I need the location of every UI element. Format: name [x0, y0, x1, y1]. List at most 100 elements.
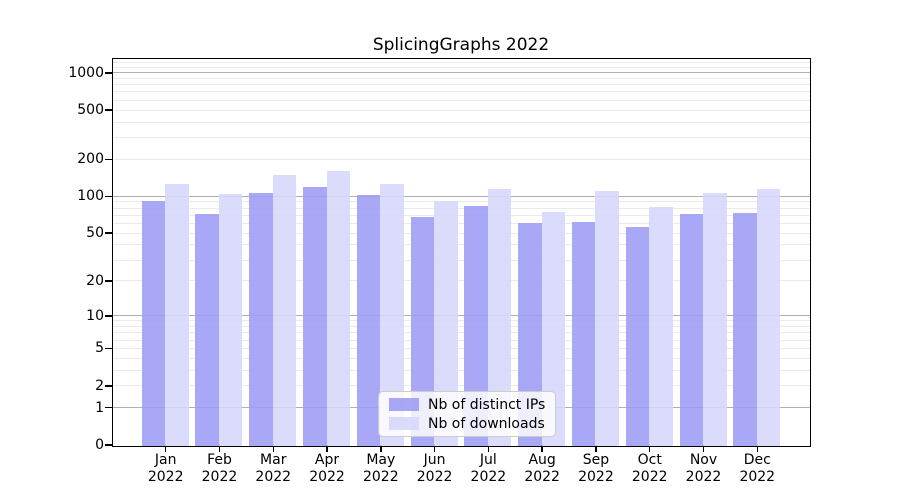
legend-label: Nb of distinct IPs: [428, 396, 546, 413]
bar-nb-of-distinct-ips-nov: [679, 214, 703, 446]
x-tick-month: Feb: [207, 452, 232, 468]
minor-gridline: [112, 121, 810, 123]
x-tick-label: May 2022: [346, 452, 416, 486]
x-tick-month: May: [366, 452, 396, 468]
legend-item-nb-of-distinct-ips: Nb of distinct IPs: [389, 396, 545, 413]
x-tick-label: Dec 2022: [722, 452, 792, 486]
x-tick-year: 2022: [578, 469, 614, 485]
minor-gridline: [112, 62, 810, 64]
y-tick-label: 20: [86, 272, 104, 289]
bar-nb-of-distinct-ips-feb: [195, 214, 219, 446]
bar-nb-of-distinct-ips-oct: [625, 226, 650, 446]
legend-swatch-nb-of-distinct-ips: [389, 398, 419, 411]
minor-gridline: [112, 280, 810, 282]
y-tick-label: 1: [95, 399, 104, 416]
bar-nb-of-distinct-ips-jan: [141, 201, 166, 446]
minor-gridline: [112, 207, 810, 209]
minor-gridline: [112, 326, 810, 328]
minor-gridline: [112, 109, 810, 111]
x-tick-month: Sep: [582, 452, 610, 468]
x-tick-year: 2022: [470, 469, 507, 485]
legend-item-nb-of-downloads: Nb of downloads: [389, 415, 545, 432]
x-tick-year: 2022: [362, 469, 399, 485]
bar-nb-of-downloads-jun: [434, 200, 458, 446]
x-tick-label: Jul 2022: [453, 452, 523, 486]
bar-nb-of-downloads-oct: [649, 207, 673, 446]
y-tick-label: 200: [77, 151, 104, 168]
minor-gridline: [112, 137, 810, 139]
bar-nb-of-distinct-ips-mar: [249, 193, 273, 446]
x-tick-label: Mar 2022: [238, 452, 308, 486]
x-tick: [272, 445, 274, 452]
x-tick-month: Apr: [314, 452, 340, 468]
bar-nb-of-downloads-feb: [218, 193, 243, 446]
bar-nb-of-downloads-mar: [272, 174, 297, 446]
major-gridline: [112, 315, 810, 317]
y-tick: [104, 347, 113, 350]
y-tick-label: 5: [95, 340, 104, 357]
major-gridline: [112, 72, 810, 74]
x-tick: [380, 445, 382, 452]
bar-nb-of-distinct-ips-dec: [733, 212, 757, 446]
x-tick-year: 2022: [739, 469, 776, 485]
x-tick-month: Jun: [423, 452, 446, 468]
minor-gridline: [112, 77, 810, 79]
y-tick-label: 0: [95, 437, 104, 453]
minor-gridline: [112, 357, 810, 359]
bar-nb-of-downloads-aug: [541, 212, 566, 446]
x-tick-year: 2022: [255, 469, 292, 485]
x-tick-label: Jan 2022: [131, 452, 201, 486]
x-tick-label: Jun 2022: [400, 452, 470, 486]
minor-gridline: [112, 99, 810, 101]
minor-gridline: [112, 67, 810, 69]
x-tick-label: Apr 2022: [292, 452, 362, 486]
bar-nb-of-downloads-apr: [326, 170, 351, 446]
x-tick-month: Aug: [528, 452, 556, 468]
y-tick-label: 2: [95, 377, 104, 394]
x-tick-month: Dec: [743, 452, 771, 468]
y-tick: [104, 385, 113, 387]
y-tick: [104, 232, 113, 234]
x-tick-month: Nov: [689, 452, 718, 468]
x-tick: [756, 445, 759, 452]
bar-nb-of-downloads-dec: [756, 189, 781, 446]
x-tick-label: Aug 2022: [507, 452, 577, 486]
minor-gridline: [112, 244, 810, 246]
x-tick-year: 2022: [147, 469, 184, 485]
x-tick-month: Oct: [637, 452, 662, 468]
x-tick: [218, 445, 221, 452]
y-tick: [104, 280, 113, 282]
bar-nb-of-distinct-ips-may: [356, 195, 381, 446]
minor-gridline: [112, 347, 810, 349]
major-gridline: [112, 195, 810, 197]
x-tick: [541, 445, 543, 452]
bar-nb-of-downloads-may: [380, 184, 404, 446]
x-tick-year: 2022: [201, 469, 238, 485]
y-tick: [104, 406, 113, 409]
x-tick: [326, 445, 328, 452]
minor-gridline: [112, 259, 810, 261]
x-tick-month: Jul: [479, 452, 497, 468]
y-tick-label: 500: [77, 102, 104, 119]
x-tick-year: 2022: [416, 469, 453, 485]
minor-gridline: [112, 339, 810, 341]
bar-nb-of-downloads-jan: [165, 183, 189, 446]
x-tick: [702, 445, 705, 452]
y-tick: [104, 195, 113, 198]
x-tick-year: 2022: [631, 469, 668, 485]
y-tick: [104, 158, 113, 161]
legend: Nb of distinct IPs Nb of downloads: [378, 391, 557, 437]
minor-gridline: [112, 214, 810, 216]
bar-nb-of-downloads-jul: [487, 189, 512, 446]
x-tick-label: Oct 2022: [615, 452, 685, 486]
minor-gridline: [112, 232, 810, 234]
bar-nb-of-distinct-ips-sep: [571, 222, 596, 446]
x-tick-year: 2022: [524, 469, 560, 485]
minor-gridline: [112, 369, 810, 371]
y-tick-label: 50: [86, 225, 104, 242]
x-tick-month: Jan: [154, 452, 177, 468]
y-tick: [104, 315, 113, 317]
chart-title: SplicingGraphs 2022: [372, 35, 550, 55]
minor-gridline: [112, 223, 810, 225]
